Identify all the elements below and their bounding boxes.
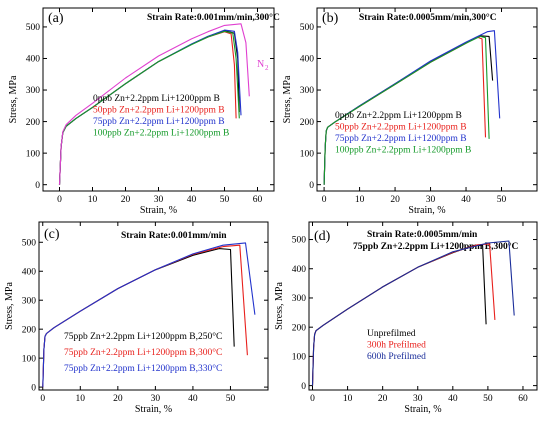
- y-axis-label: Stress, MPa: [282, 75, 293, 123]
- panel-label: (b): [322, 11, 339, 26]
- y-tick-label: 300: [26, 86, 41, 96]
- y-tick-label: 100: [300, 149, 315, 159]
- legend-entry: Unprefilmed: [367, 328, 416, 339]
- y-tick-label: 200: [292, 323, 307, 333]
- x-tick-label: 10: [355, 195, 365, 205]
- y-axis-label: Stress, MPa: [8, 75, 19, 123]
- series-line: [42, 242, 256, 388]
- y-tick-label: 0: [309, 181, 314, 191]
- x-tick-label: 50: [226, 394, 236, 404]
- x-tick-label: 40: [188, 394, 198, 404]
- x-tick-label: 40: [448, 394, 458, 404]
- x-tick-label: 0: [57, 195, 62, 205]
- x-tick-label: 50: [483, 394, 493, 404]
- y-tick-label: 500: [22, 238, 37, 248]
- x-tick-label: 40: [187, 195, 197, 205]
- annotation-subscript: 2: [265, 64, 269, 72]
- legend-entry: 100ppb Zn+2.2ppm Li+1200ppm B: [93, 129, 229, 139]
- chart-title: Strain Rate:0.0005mm/min,300°C: [359, 12, 497, 23]
- y-tick-label: 100: [292, 353, 307, 363]
- chart-subtitle: 75ppb Zn+2.2ppm Li+1200ppm B,300°C: [353, 241, 518, 252]
- y-tick-label: 100: [26, 149, 41, 159]
- y-tick-label: 0: [301, 382, 306, 392]
- plot-frame: [316, 7, 538, 192]
- x-tick-label: 20: [113, 394, 123, 404]
- y-tick-label: 200: [300, 118, 315, 128]
- y-tick-label: 300: [300, 86, 315, 96]
- legend-entry: 75ppb Zn+2.2ppm Li+1200ppm B,300°C: [64, 347, 222, 358]
- x-tick-label: 20: [121, 195, 131, 205]
- y-axis-label: Stress, MPa: [4, 282, 15, 330]
- panel-label: (d): [314, 229, 331, 244]
- legend-entry: 100ppb Zn+2.2ppm Li+1200ppm B: [335, 146, 471, 156]
- legend-entry: 300h Prefilmed: [367, 340, 426, 351]
- y-tick-label: 300: [292, 294, 307, 304]
- legend-entry: 600h Prefilmed: [367, 351, 426, 362]
- plot-frame: [38, 221, 269, 391]
- legend-entry: 0ppb Zn+2.2ppm Li+1200ppm B: [335, 111, 462, 121]
- series-line: [323, 35, 490, 185]
- legend-entry: 50ppb Zn+2.2ppm Li+1200ppm B: [335, 123, 467, 133]
- x-tick-label: 0: [322, 195, 327, 205]
- y-tick-label: 200: [26, 118, 41, 128]
- x-tick-label: 0: [310, 394, 315, 404]
- chart-title: Strain Rate:0.001mm/min: [121, 231, 227, 241]
- chart-title: Strain Rate:0.001mm/min,300°C: [147, 12, 280, 23]
- legend-entry: 50ppb Zn+2.2ppm Li+1200ppm B: [93, 106, 225, 116]
- x-tick-label: 10: [343, 394, 353, 404]
- x-axis-label: Strain, %: [140, 205, 177, 216]
- y-tick-label: 400: [300, 55, 315, 65]
- legend-entry: 75ppb Zn+2.2ppm Li+1200ppm B,250°C: [64, 331, 222, 342]
- y-tick-label: 400: [22, 267, 37, 277]
- y-tick-label: 200: [22, 325, 37, 335]
- legend-entry: 75ppb Zn+2.2ppm Li+1200ppm B: [93, 117, 225, 127]
- x-tick-label: 10: [88, 195, 98, 205]
- legend-entry: 0ppb Zn+2.2ppm Li+1200ppm B: [93, 94, 220, 104]
- y-tick-label: 500: [292, 236, 307, 246]
- x-tick-label: 30: [426, 195, 436, 205]
- x-axis-label: Strain, %: [404, 404, 441, 415]
- x-tick-label: 60: [518, 394, 528, 404]
- legend-entry: 75ppb Zn+2.2ppm Li+1200ppm B: [335, 134, 467, 144]
- y-tick-label: 400: [292, 265, 307, 275]
- y-axis-label: Stress, MPa: [274, 282, 285, 330]
- legend-entry: 75ppb Zn+2.2ppm Li+1200ppm B,330°C: [64, 363, 222, 374]
- x-tick-label: 20: [378, 394, 388, 404]
- series-line: [58, 23, 250, 185]
- panel-label: (a): [48, 11, 64, 26]
- x-tick-label: 30: [151, 394, 161, 404]
- y-tick-label: 0: [31, 383, 36, 393]
- x-tick-label: 40: [461, 195, 471, 205]
- y-tick-label: 100: [22, 354, 37, 364]
- x-tick-label: 50: [220, 195, 230, 205]
- series-line: [323, 30, 501, 185]
- y-tick-label: 0: [35, 181, 40, 191]
- y-tick-label: 400: [26, 55, 41, 65]
- x-tick-label: 30: [413, 394, 423, 404]
- chart-title: Strain Rate:0.0005mm/min: [367, 230, 478, 240]
- x-axis-label: Strain, %: [135, 404, 172, 415]
- plot-frame: [308, 221, 538, 391]
- x-tick-label: 10: [76, 394, 86, 404]
- x-axis-label: Strain, %: [408, 205, 445, 216]
- annotation-label: N: [257, 59, 264, 70]
- chart-panel: 0 10 20 30 40 50 60 0 100 200 300 400 500 Strain, % St…: [274, 221, 538, 415]
- x-tick-label: 0: [40, 394, 45, 404]
- y-tick-label: 500: [300, 23, 315, 33]
- panel-label: (c): [44, 227, 60, 242]
- x-tick-label: 20: [390, 195, 400, 205]
- series-line: [311, 240, 515, 386]
- x-tick-label: 30: [154, 195, 164, 205]
- x-tick-label: 60: [253, 195, 263, 205]
- y-tick-label: 300: [22, 296, 37, 306]
- x-tick-label: 50: [497, 195, 507, 205]
- y-tick-label: 500: [26, 23, 41, 33]
- chart-panel: 0 10 20 30 40 50 60 0 100 200 300 400 500 Strain, % St…: [8, 7, 280, 216]
